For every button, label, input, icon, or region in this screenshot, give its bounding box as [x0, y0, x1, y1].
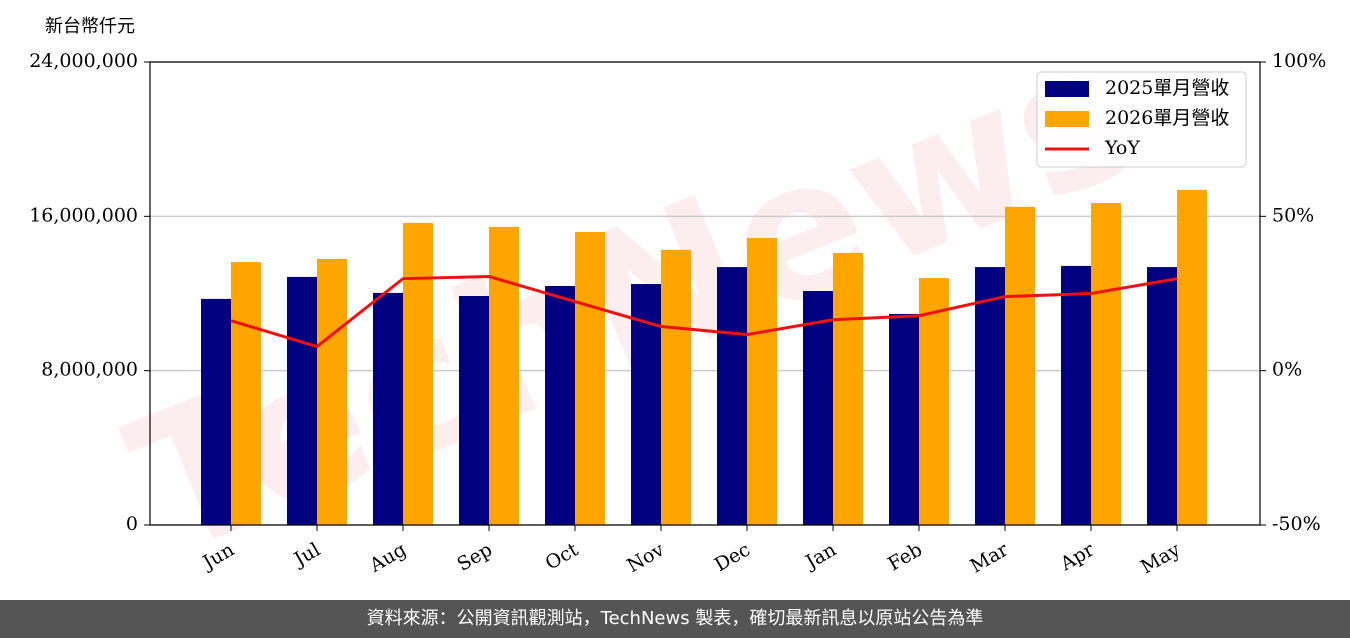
- bar: [747, 237, 777, 525]
- y2-tick-label: 100%: [1272, 50, 1326, 72]
- bar: [575, 231, 605, 525]
- legend-swatch: [1045, 81, 1089, 97]
- bar: [317, 258, 347, 525]
- x-tick-label: Mar: [966, 538, 1012, 577]
- y-tick-label: 16,000,000: [29, 204, 138, 226]
- bar: [287, 276, 317, 525]
- y2-tick-label: -50%: [1272, 513, 1321, 535]
- bar: [975, 267, 1005, 525]
- legend-label: 2026單月營收: [1105, 107, 1229, 129]
- x-tick-label: Aug: [365, 539, 410, 578]
- y2-tick-label: 0%: [1272, 359, 1302, 381]
- line: [230, 275, 1178, 349]
- footer: 資料來源：公開資訊觀測站，TechNews 製表，確切最新訊息以原站公告為準: [367, 608, 984, 629]
- bar: [1147, 267, 1177, 525]
- x-tick-label: May: [1137, 538, 1184, 578]
- y-axis-label: 新台幣仟元: [45, 16, 135, 37]
- bar: [889, 313, 919, 525]
- plot-frame: [149, 61, 1261, 526]
- x-tick-label: Oct: [542, 538, 583, 574]
- bar: [545, 285, 575, 525]
- legend-box: [1036, 71, 1247, 168]
- bar: [231, 262, 261, 525]
- bar: [717, 267, 747, 525]
- bar: [1005, 206, 1035, 525]
- legend-label: 2025單月營收: [1105, 77, 1229, 99]
- bar: [833, 252, 863, 526]
- y-tick-label: 24,000,000: [29, 50, 138, 72]
- bar: [201, 298, 231, 525]
- footer-band: [0, 600, 1350, 638]
- bar: [373, 292, 403, 525]
- bar: [459, 296, 489, 525]
- bar: [803, 290, 833, 525]
- x-tick-label: Feb: [884, 539, 926, 576]
- x-tick-label: Jan: [800, 539, 840, 575]
- y2-tick-label: 50%: [1272, 204, 1314, 226]
- x-tick-label: Nov: [623, 538, 668, 577]
- bar: [489, 226, 519, 525]
- bar: [661, 249, 691, 526]
- bar: [919, 278, 949, 525]
- bar: [1091, 203, 1121, 525]
- legend-label: YoY: [1104, 137, 1140, 159]
- x-tick-label: Sep: [453, 539, 496, 576]
- bar: [403, 222, 433, 525]
- x-tick-label: Dec: [711, 539, 754, 577]
- y-tick-label: 8,000,000: [41, 359, 138, 381]
- bar: [1177, 189, 1207, 525]
- legend-swatch: [1045, 111, 1089, 127]
- x-tick-label: Apr: [1056, 538, 1099, 575]
- y-tick-label: 0: [126, 513, 138, 535]
- bar: [1061, 265, 1091, 525]
